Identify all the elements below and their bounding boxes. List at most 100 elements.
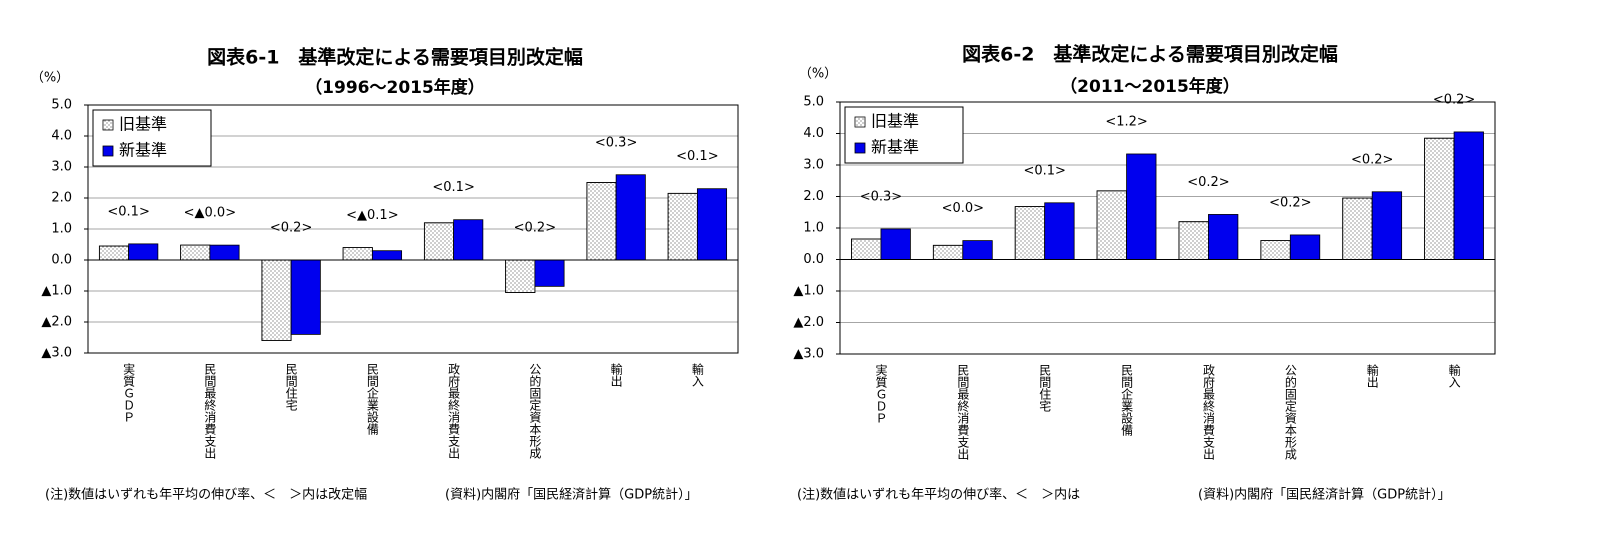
y-tick-label: 0.0: [51, 253, 72, 268]
bar-pattern: [423, 222, 455, 261]
bar-pattern: [851, 238, 882, 260]
x-tick-label: 民間最終消費支出: [956, 364, 970, 460]
bar: [1289, 234, 1321, 260]
chart: 図表6-2 基準改定による需要項目別改定幅 （2011～2015年度） （%） ▲3.…: [793, 43, 1496, 503]
y-tick-label: 5.0: [51, 98, 72, 113]
x-tick-label: 実質ＧＤＰ: [122, 362, 136, 423]
y-tick-label: 0.0: [803, 252, 824, 267]
revision-label: <0.2>: [1351, 152, 1393, 167]
x-tick-label: 公的固定資本形成: [1283, 364, 1297, 461]
bar-pattern: [180, 244, 211, 261]
legend-label: 新基準: [871, 138, 919, 157]
bar: [1126, 153, 1157, 260]
revision-label: <0.3>: [595, 135, 637, 150]
legend-label: 旧基準: [871, 112, 919, 131]
bar: [453, 219, 484, 261]
x-tick-label: 民間住宅: [284, 363, 298, 411]
revision-label: <1.2>: [1105, 114, 1147, 129]
bar-pattern: [667, 192, 698, 261]
x-tick-label: 輸入: [1447, 363, 1461, 388]
bar: [696, 188, 728, 261]
legend-swatch: [102, 145, 114, 157]
chart-subtitle: （1996～2015年度）: [305, 77, 485, 98]
bar-pattern: [505, 259, 536, 293]
plot-frame: [839, 101, 1496, 355]
bar-pattern: [1342, 197, 1373, 260]
bar-pattern: [1424, 137, 1455, 260]
revision-label: <0.1>: [676, 149, 718, 164]
revision-label: <0.1>: [107, 204, 149, 219]
bar-pattern: [932, 244, 964, 260]
plot-frame: [87, 104, 739, 354]
x-tick-label: 輸出: [1365, 363, 1379, 388]
x-tick-label: 実質ＧＤＰ: [874, 363, 888, 424]
legend-box: [92, 109, 212, 167]
x-tick-label: 輸出: [609, 362, 623, 387]
y-tick-label: 4.0: [51, 129, 72, 144]
y-tick-label: ▲3.0: [793, 347, 824, 362]
legend-label: 旧基準: [119, 115, 167, 134]
legend-swatch-pattern: [103, 120, 113, 130]
y-axis-unit: （%）: [799, 67, 837, 82]
legend-swatch: [854, 142, 866, 154]
y-tick-label: ▲3.0: [41, 346, 72, 361]
bar: [290, 259, 321, 335]
source: (資料)内閣府「国民経済計算（GDP統計）」: [1198, 487, 1451, 503]
revision-label: <0.2>: [1433, 92, 1475, 107]
bar: [128, 243, 159, 261]
revision-label: <▲0.1>: [346, 208, 398, 223]
y-tick-label: 1.0: [51, 222, 72, 237]
x-tick-label: 政府最終消費支出: [1201, 364, 1215, 460]
bar: [1044, 202, 1075, 260]
x-tick-label: 民間企業設備: [365, 363, 379, 436]
chart-title: 図表6-2 基準改定による需要項目別改定幅: [962, 43, 1338, 66]
bar: [371, 250, 403, 261]
bar: [615, 174, 646, 261]
bar: [1371, 191, 1403, 260]
y-tick-label: ▲1.0: [793, 284, 824, 299]
chart-subtitle: （2011～2015年度）: [1060, 76, 1240, 97]
revision-label: <0.2>: [1187, 175, 1229, 190]
revision-label: <0.1>: [1023, 163, 1065, 178]
chart: 図表6-1 基準改定による需要項目別改定幅 （1996～2015年度） （%） ▲3.…: [31, 46, 739, 503]
bar-pattern: [1178, 221, 1209, 260]
x-tick-label: 政府最終消費支出: [447, 363, 461, 459]
x-tick-label: 公的固定資本形成: [528, 363, 542, 460]
y-tick-label: 2.0: [51, 191, 72, 206]
source: (資料)内閣府「国民経済計算（GDP統計）」: [445, 487, 698, 503]
y-tick-label: ▲1.0: [41, 284, 72, 299]
note: (注)数値はいずれも年平均の伸び率、＜ ＞内は改定幅: [45, 487, 367, 503]
bar-pattern: [1014, 206, 1046, 260]
revision-label: <0.1>: [432, 180, 474, 195]
bar: [534, 259, 565, 287]
y-tick-label: ▲2.0: [41, 315, 72, 330]
note: (注)数値はいずれも年平均の伸び率、＜ ＞内は: [797, 487, 1080, 503]
bar-pattern: [586, 182, 617, 261]
y-tick-label: 4.0: [803, 126, 824, 141]
legend-label: 新基準: [119, 141, 167, 160]
bar-pattern: [98, 245, 130, 261]
bar: [880, 228, 911, 260]
y-tick-label: ▲2.0: [793, 315, 824, 330]
legend-swatch-pattern: [855, 117, 865, 127]
y-axis-unit: （%）: [31, 71, 69, 86]
bar-pattern: [1096, 190, 1127, 260]
x-tick-label: 輸入: [690, 362, 704, 387]
x-tick-label: 民間最終消費支出: [203, 363, 217, 459]
bar-pattern: [261, 259, 292, 341]
x-tick-label: 民間住宅: [1038, 364, 1052, 412]
y-tick-label: 2.0: [803, 189, 824, 204]
bar: [1208, 214, 1239, 260]
bar-pattern: [1260, 240, 1291, 260]
revision-label: <0.2>: [1269, 195, 1311, 210]
y-tick-label: 1.0: [803, 221, 824, 236]
y-tick-label: 3.0: [51, 160, 72, 175]
bar: [962, 240, 993, 260]
bar-pattern: [342, 247, 373, 261]
revision-label: <▲0.0>: [184, 206, 236, 221]
y-tick-label: 3.0: [803, 158, 824, 173]
bar: [1453, 131, 1484, 260]
y-tick-label: 5.0: [803, 95, 824, 110]
revision-label: <0.2>: [270, 221, 312, 236]
